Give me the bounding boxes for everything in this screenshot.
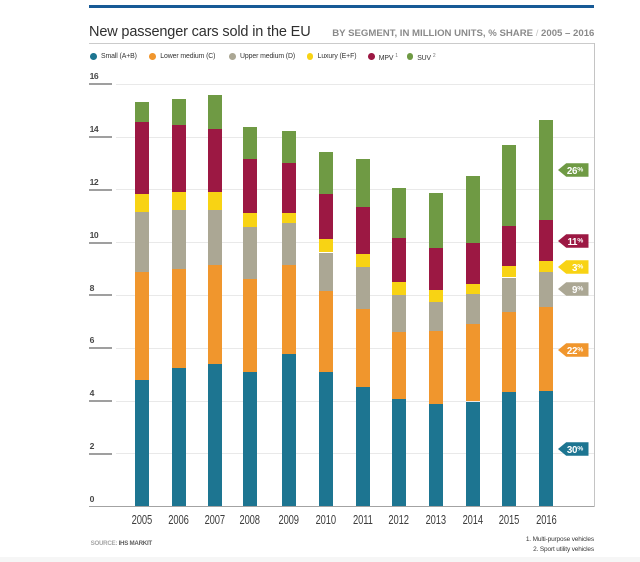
svg-text:%: %: [577, 285, 583, 292]
svg-text:9: 9: [572, 285, 578, 296]
svg-text:30: 30: [567, 445, 578, 456]
svg-text:26: 26: [567, 166, 578, 177]
svg-text:%: %: [577, 346, 583, 353]
svg-text:11: 11: [567, 237, 578, 248]
svg-text:%: %: [577, 263, 583, 270]
svg-text:3: 3: [572, 263, 578, 274]
svg-text:22: 22: [567, 346, 578, 357]
svg-text:%: %: [577, 237, 583, 244]
svg-text:%: %: [577, 167, 583, 174]
svg-text:%: %: [577, 445, 583, 452]
